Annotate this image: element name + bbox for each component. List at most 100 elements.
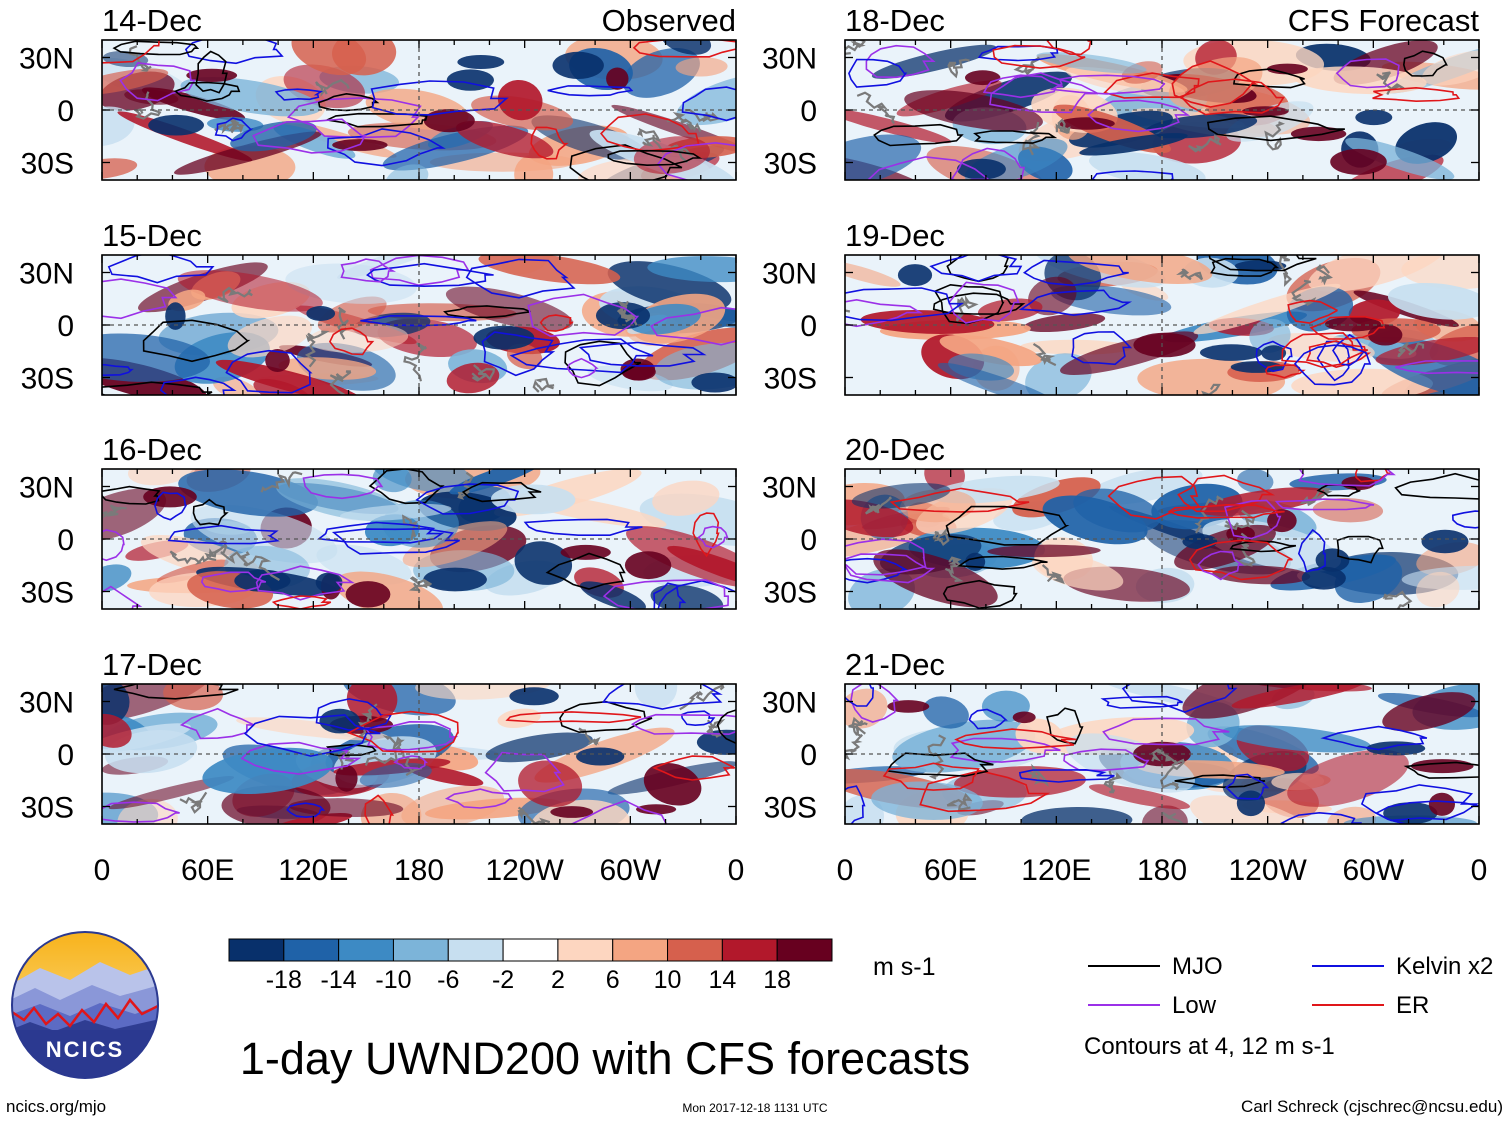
anomaly-shading <box>385 164 429 180</box>
panel-date: 20-Dec <box>845 432 945 467</box>
logo-text: NCICS <box>46 1037 124 1062</box>
panel-18-dec: 30N 0 30S 18-Dec CFS Forecast <box>762 3 1480 181</box>
wave-contour <box>179 707 255 740</box>
anomaly-shading <box>1067 255 1213 285</box>
anomaly-core <box>306 306 336 321</box>
anomaly-core <box>1012 711 1036 724</box>
anomaly-shading <box>1226 101 1314 142</box>
wave-contour <box>1071 331 1133 366</box>
wave-contour <box>364 720 459 751</box>
wave-contour <box>602 579 730 609</box>
lat-tick-label: 30N <box>19 43 74 76</box>
anomaly-shading <box>939 334 1042 367</box>
site-link[interactable]: ncics.org/mjo <box>6 1097 106 1116</box>
anomaly-core <box>1325 316 1381 332</box>
wave-contour <box>1180 78 1285 116</box>
panel-15-dec: 30N 0 30S 15-Dec <box>19 218 737 396</box>
coastline <box>357 703 378 740</box>
wave-contour <box>697 525 729 549</box>
wave-contour <box>415 483 520 515</box>
coastline <box>315 78 350 97</box>
anomaly-shading <box>285 263 418 304</box>
anomaly-shading <box>215 359 363 395</box>
anomaly-shading <box>977 298 1043 322</box>
legend-label: MJO <box>1172 953 1223 980</box>
anomaly-shading <box>449 469 543 495</box>
colorbar-swatch <box>228 938 285 962</box>
anomaly-shading <box>1291 368 1433 395</box>
wave-contour <box>845 538 927 576</box>
anomaly-shading <box>675 57 728 77</box>
coastline <box>403 342 428 382</box>
wave-contour <box>484 751 565 793</box>
wave-contour <box>1063 748 1150 772</box>
colorbar-label: -10 <box>375 966 411 994</box>
wave-contour <box>845 287 965 322</box>
wave-contour <box>948 281 1020 324</box>
anomaly-core <box>691 372 736 393</box>
wave-contour <box>973 130 1058 144</box>
anomaly-core <box>606 67 629 90</box>
column-header: Observed <box>602 3 736 38</box>
coastline <box>1159 758 1185 791</box>
anomaly-shading <box>1193 283 1341 335</box>
wave-contour <box>578 341 707 367</box>
anomaly-core <box>446 69 494 91</box>
lat-tick-label: 30S <box>21 577 74 610</box>
legend-label: Kelvin x2 <box>1396 953 1493 980</box>
anomaly-shading <box>190 504 338 564</box>
panel-16-dec: 30N 0 30S 16-Dec <box>19 432 737 610</box>
coastline <box>856 91 896 125</box>
panel-19-dec: 30N 0 30S 19-Dec <box>762 218 1480 396</box>
anomaly-core <box>965 70 1001 86</box>
anomaly-shading <box>514 154 554 180</box>
wave-contour <box>331 527 460 555</box>
wave-contour <box>1103 72 1200 99</box>
coastline <box>1041 564 1065 585</box>
wave-contour <box>929 255 1023 283</box>
anomaly-shading <box>634 684 678 709</box>
wave-contour <box>1335 58 1400 89</box>
coastline <box>1176 268 1204 281</box>
wave-contour <box>119 62 196 102</box>
anomaly-shading <box>1231 684 1365 709</box>
anomaly-shading <box>102 106 135 147</box>
colorbar: -18 -14 -10 -6 -2 2 6 10 14 18 m s-1 <box>228 938 936 994</box>
wave-contour <box>1360 784 1479 822</box>
wave-contour <box>982 74 1064 99</box>
anomaly-shading <box>1141 805 1188 824</box>
anomaly-shading <box>317 296 387 333</box>
lat-tick-label: 30S <box>21 363 74 396</box>
lon-tick-label: 0 <box>837 854 854 887</box>
anomaly-shading <box>652 480 720 516</box>
panel-17-dec: 30N 0 30S 17-Dec <box>19 647 737 825</box>
wave-contour <box>1046 707 1084 745</box>
coastline <box>128 45 152 72</box>
lat-tick-label: 30N <box>762 43 817 76</box>
wave-contour <box>366 262 494 288</box>
wave-contour <box>1102 717 1230 746</box>
wave-contour <box>370 80 509 116</box>
wave-contour <box>102 381 213 395</box>
coastline <box>517 806 551 824</box>
wave-contour <box>444 788 513 809</box>
wave-contour <box>873 123 964 147</box>
colorbar-swatch <box>338 938 394 962</box>
coastline <box>401 514 418 541</box>
colorbar-label: 2 <box>551 966 565 994</box>
wave-contour <box>545 552 626 590</box>
anomaly-core <box>887 700 930 713</box>
coastline <box>1103 770 1123 794</box>
wave-contour <box>989 72 1099 114</box>
anomaly-core <box>148 114 205 136</box>
wave-contour <box>1332 333 1367 367</box>
wave-contour <box>184 40 284 65</box>
colorbar-swatch <box>612 938 669 962</box>
coastline <box>1299 487 1333 507</box>
wave-contour <box>850 684 900 723</box>
wave-contour <box>845 298 924 328</box>
lon-tick-label: 120W <box>1228 854 1307 887</box>
wave-contour <box>192 498 229 526</box>
panel-date: 18-Dec <box>845 3 945 38</box>
panel-date: 17-Dec <box>102 647 202 682</box>
